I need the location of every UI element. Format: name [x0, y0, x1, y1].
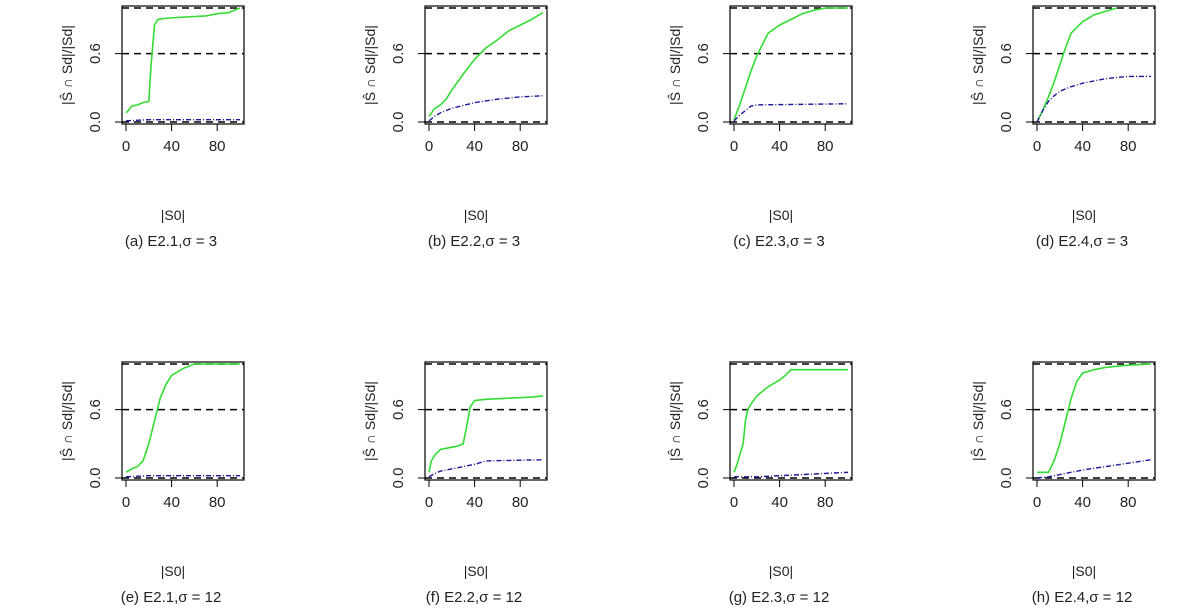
series-line-0 [428, 395, 544, 473]
x-tick-label: 0 [1033, 138, 1041, 155]
series-line-1 [125, 475, 240, 478]
panel-e: 0 40 80 0.0 0.6 |Ŝ ∩ Sd|/|Sd| |S0| (e) E2.1,σ =… [59, 361, 245, 606]
x-tick-label: 80 [817, 494, 834, 511]
panel-caption: (f) E2.2,σ = 12 [426, 589, 522, 606]
panel-caption: (c) E2.3,σ = 3 [733, 233, 824, 250]
y-tick-label: 0.0 [695, 112, 712, 133]
plot-frame [1032, 361, 1156, 481]
series-line-0 [1037, 363, 1152, 474]
x-axis-label: |S0| [769, 207, 793, 223]
panel-caption: (h) E2.4,σ = 12 [1032, 589, 1133, 606]
plot-frame [121, 361, 245, 481]
x-tick-label: 40 [1074, 138, 1091, 155]
y-axis-label: |Ŝ ∩ Sd|/|Sd| [59, 25, 75, 105]
y-tick-label: 0.0 [87, 112, 104, 133]
x-tick-label: 40 [163, 138, 180, 155]
y-axis-label: |Ŝ ∩ Sd|/|Sd| [667, 25, 683, 105]
plot-frame [1032, 5, 1156, 125]
x-tick-label: 80 [512, 494, 529, 511]
panel-caption: (e) E2.1,σ = 12 [121, 589, 222, 606]
x-axis-label: |S0| [769, 563, 793, 579]
y-tick-label: 0.0 [390, 112, 407, 133]
plot-frame [729, 5, 853, 125]
x-tick-label: 0 [122, 494, 130, 511]
plot-frame [121, 5, 245, 125]
y-tick-label: 0.6 [998, 399, 1015, 420]
panel-caption: (a) E2.1,σ = 3 [125, 233, 217, 250]
plot-frame [424, 361, 548, 481]
series-line-0 [1036, 7, 1118, 123]
series-line-0 [733, 368, 848, 473]
x-tick-label: 80 [209, 138, 226, 155]
x-axis-label: |S0| [1072, 207, 1096, 223]
series-line-1 [428, 459, 544, 478]
series-line-0 [733, 7, 848, 121]
y-axis-label: |Ŝ ∩ Sd|/|Sd| [667, 381, 683, 461]
x-axis-label: |S0| [161, 563, 185, 579]
series-line-1 [733, 103, 849, 122]
y-tick-label: 0.6 [695, 399, 712, 420]
x-tick-label: 40 [163, 494, 180, 511]
x-tick-label: 80 [209, 494, 226, 511]
y-tick-label: 0.6 [390, 43, 407, 64]
panel-b: 0 40 80 0.0 0.6 |Ŝ ∩ Sd|/|Sd| |S0| (b) E2.2,σ =… [362, 5, 548, 250]
panel-g: 0 40 80 0.0 0.6 |Ŝ ∩ Sd|/|Sd| |S0| (g) E2.3,σ =… [667, 361, 853, 606]
y-axis-label: |Ŝ ∩ Sd|/|Sd| [970, 381, 986, 461]
panel-a: 0 40 80 0.0 0.6 |Ŝ ∩ Sd|/|Sd| |S0| (a) E2.1,σ =… [59, 5, 245, 250]
x-tick-label: 0 [425, 494, 433, 511]
y-axis-label: |Ŝ ∩ Sd|/|Sd| [362, 381, 378, 461]
x-tick-label: 40 [466, 138, 483, 155]
y-tick-label: 0.0 [390, 468, 407, 489]
panel-caption: (b) E2.2,σ = 3 [428, 233, 520, 250]
x-axis-label: |S0| [464, 563, 488, 579]
series-line-1 [1036, 459, 1152, 479]
x-tick-label: 80 [512, 138, 529, 155]
y-tick-label: 0.0 [998, 112, 1015, 133]
y-tick-label: 0.6 [390, 399, 407, 420]
x-tick-label: 40 [1074, 494, 1091, 511]
x-axis-label: |S0| [464, 207, 488, 223]
panel-d: 0 40 80 0.0 0.6 |Ŝ ∩ Sd|/|Sd| |S0| (d) E2.4,σ =… [970, 5, 1156, 250]
x-tick-label: 0 [730, 138, 738, 155]
x-tick-label: 40 [466, 494, 483, 511]
y-tick-label: 0.6 [87, 399, 104, 420]
y-axis-label: |Ŝ ∩ Sd|/|Sd| [970, 25, 986, 105]
panel-caption: (d) E2.4,σ = 3 [1036, 233, 1128, 250]
series-line-1 [125, 119, 240, 122]
x-tick-label: 0 [425, 138, 433, 155]
series-line-1 [428, 95, 544, 122]
y-tick-label: 0.0 [695, 468, 712, 489]
x-axis-label: |S0| [161, 207, 185, 223]
panel-c: 0 40 80 0.0 0.6 |Ŝ ∩ Sd|/|Sd| |S0| (c) E2.3,σ =… [667, 5, 853, 250]
x-tick-label: 40 [771, 138, 788, 155]
x-tick-label: 80 [1120, 138, 1137, 155]
y-tick-label: 0.6 [695, 43, 712, 64]
panel-h: 0 40 80 0.0 0.6 |Ŝ ∩ Sd|/|Sd| |S0| (h) E2.4,σ =… [970, 361, 1156, 606]
x-tick-label: 0 [730, 494, 738, 511]
series-line-0 [428, 11, 544, 117]
y-axis-label: |Ŝ ∩ Sd|/|Sd| [362, 25, 378, 105]
panel-f: 0 40 80 0.0 0.6 |Ŝ ∩ Sd|/|Sd| |S0| (f) E2.2,σ =… [362, 361, 548, 606]
x-tick-label: 80 [1120, 494, 1137, 511]
y-tick-label: 0.6 [87, 43, 104, 64]
series-line-0 [125, 7, 241, 114]
y-tick-label: 0.0 [87, 468, 104, 489]
y-tick-label: 0.0 [998, 468, 1015, 489]
plot-frame [424, 5, 548, 125]
x-tick-label: 0 [122, 138, 130, 155]
x-tick-label: 80 [817, 138, 834, 155]
series-line-0 [125, 363, 240, 473]
y-axis-label: |Ŝ ∩ Sd|/|Sd| [59, 381, 75, 461]
x-tick-label: 0 [1033, 494, 1041, 511]
plot-frame [729, 361, 853, 481]
series-line-1 [734, 471, 849, 478]
x-axis-label: |S0| [1072, 563, 1096, 579]
y-tick-label: 0.6 [998, 43, 1015, 64]
panel-caption: (g) E2.3,σ = 12 [729, 589, 830, 606]
x-tick-label: 40 [771, 494, 788, 511]
series-line-1 [1036, 75, 1151, 123]
